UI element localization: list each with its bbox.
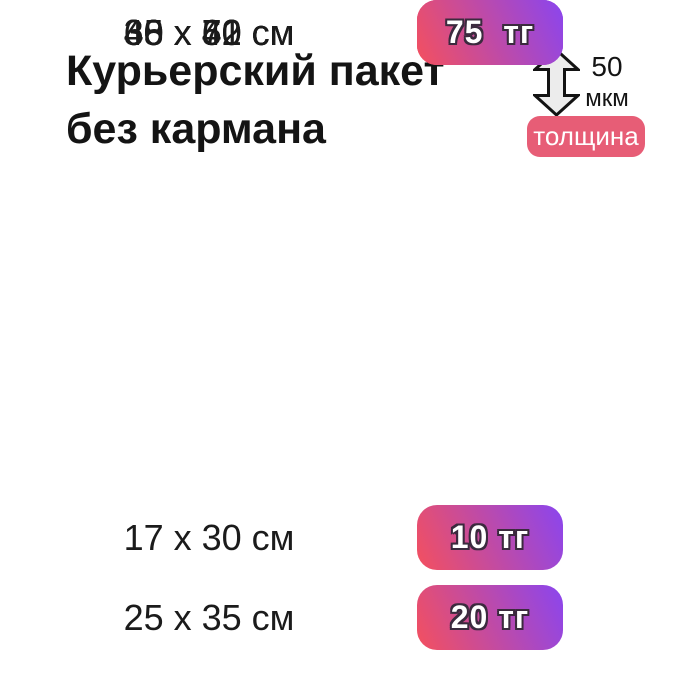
size-label: 45 x 60 см bbox=[123, 12, 295, 53]
price-text: 75 тг bbox=[445, 14, 535, 50]
size-price-row: 60 x 70 см 75 тг bbox=[0, 0, 700, 65]
thickness-badge: толщина bbox=[527, 116, 645, 157]
price-badge: 20 тг bbox=[417, 585, 563, 650]
thickness-value: 50 bbox=[591, 51, 623, 82]
size-label: 30 x 42 см bbox=[123, 12, 295, 53]
size-price-row: 25 x 35 см 20 тг bbox=[0, 585, 700, 650]
size-price-row: 17 x 30 см 10 тг bbox=[0, 505, 700, 570]
size-label: 17 x 30 см bbox=[123, 517, 295, 558]
page-title-line1: Курьерский пакет bbox=[66, 47, 445, 95]
size-label: 25 x 35 см bbox=[123, 597, 295, 638]
price-badge: 75 тг bbox=[417, 0, 563, 65]
price-text: 10 тг bbox=[450, 519, 530, 555]
price-text: 20 тг bbox=[450, 599, 530, 635]
thickness-unit: мкм bbox=[585, 85, 629, 112]
page-title: Курьерский пакет без кармана bbox=[66, 42, 445, 158]
size-label: 60 x 70 см bbox=[123, 12, 295, 53]
page-title-line2: без кармана bbox=[66, 105, 326, 153]
double-vertical-arrow-icon bbox=[533, 48, 580, 117]
size-label: 38 x 51 см bbox=[123, 12, 295, 53]
price-badge: 10 тг bbox=[417, 505, 563, 570]
